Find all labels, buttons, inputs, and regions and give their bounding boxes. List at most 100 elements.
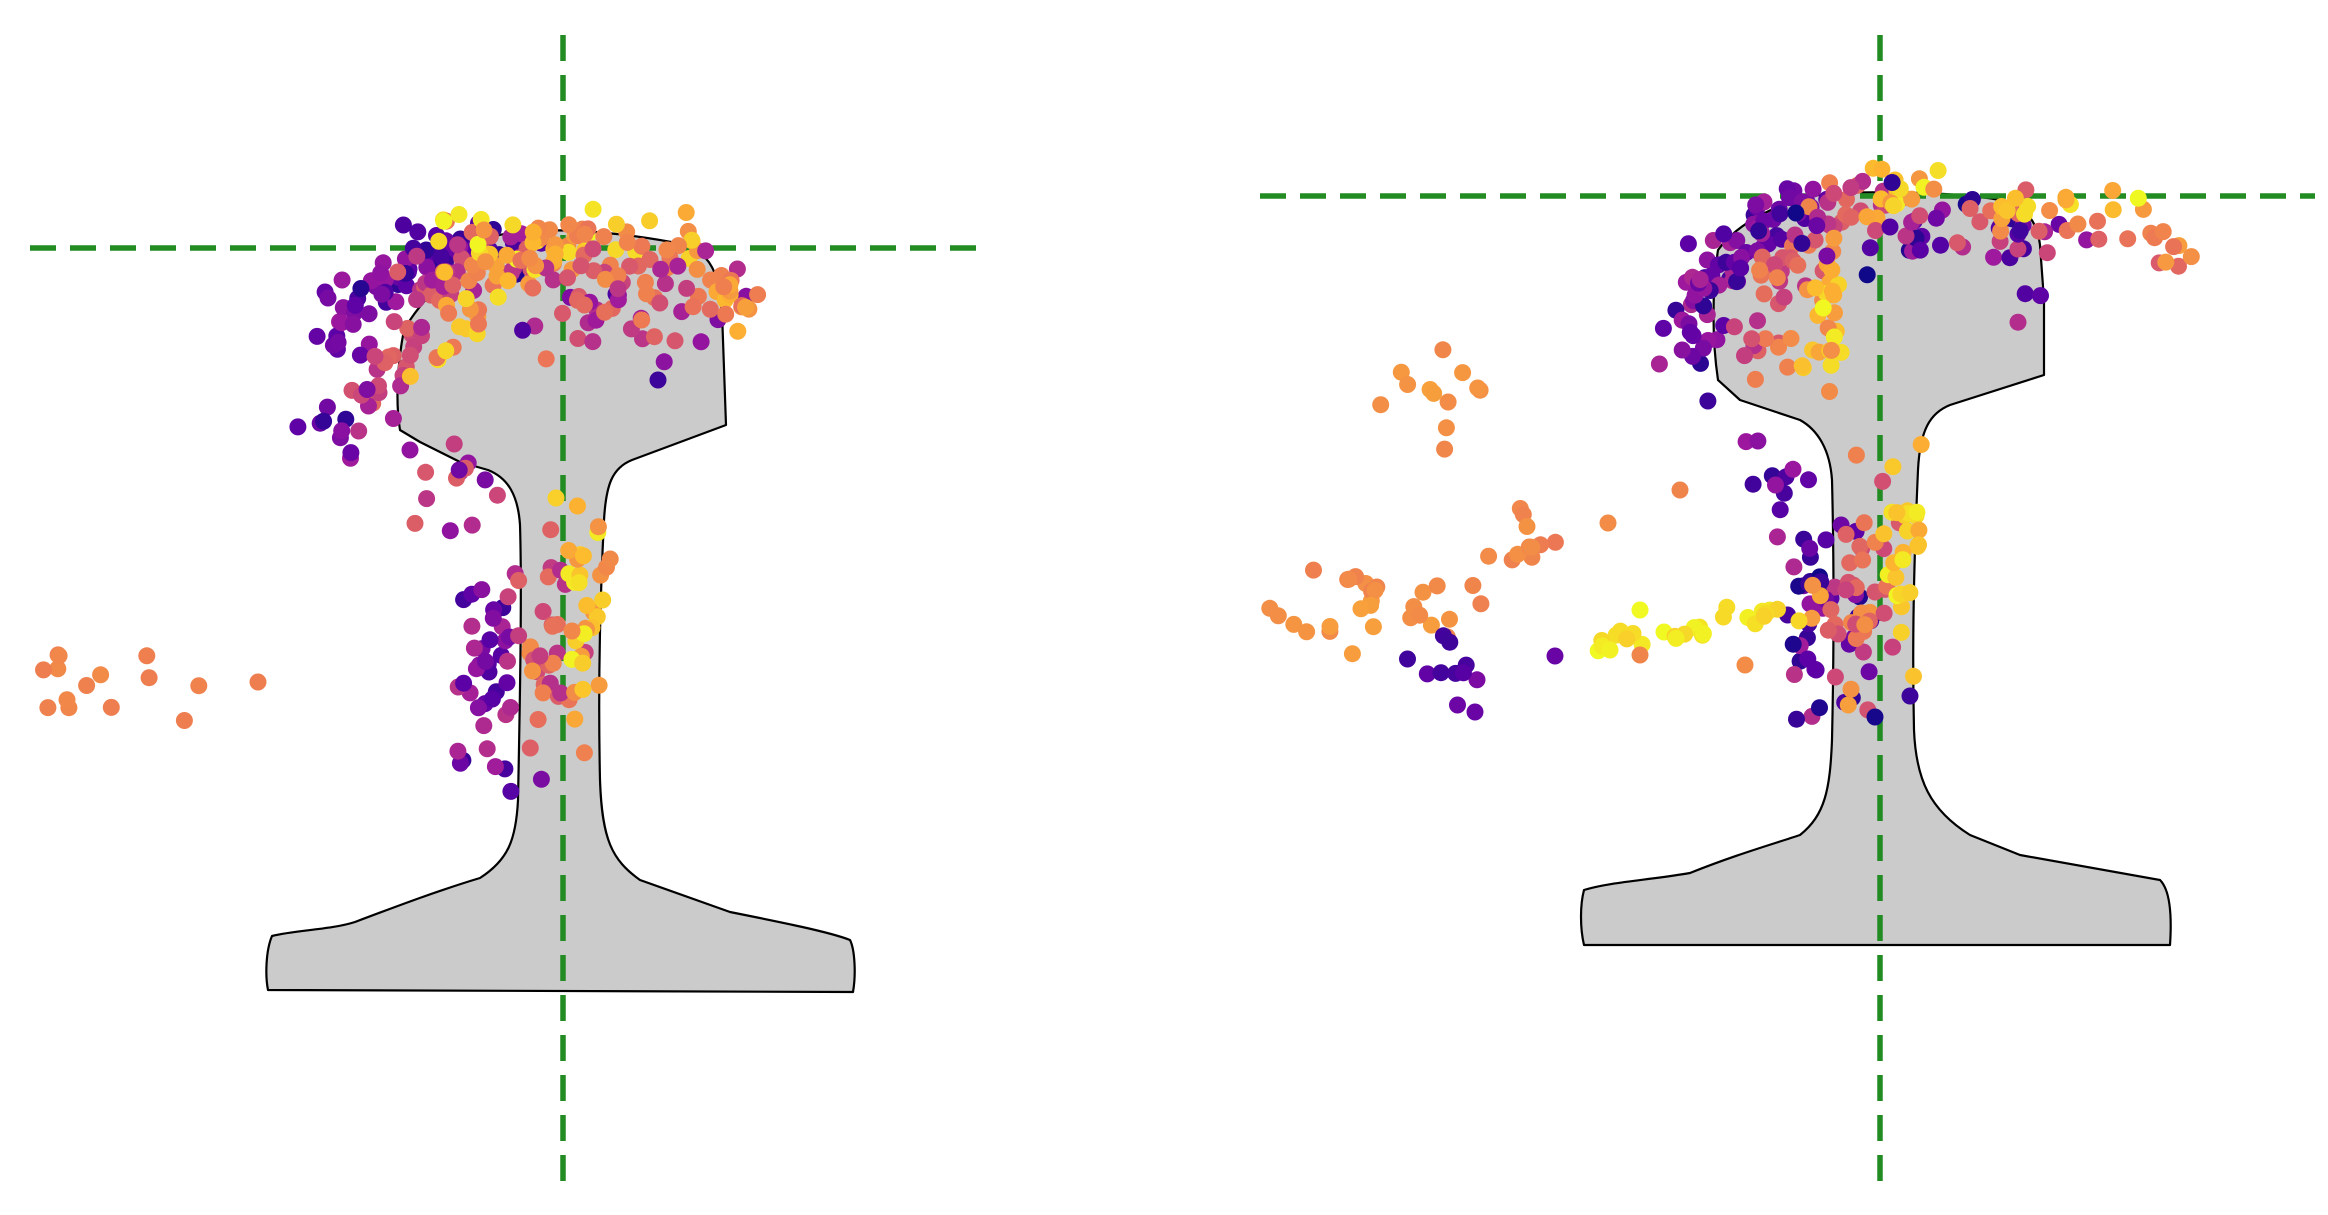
- scatter-point: [1825, 184, 1843, 202]
- scatter-point: [289, 418, 307, 436]
- scatter-point: [1884, 458, 1902, 476]
- scatter-point: [1285, 615, 1303, 633]
- scatter-point: [1766, 256, 1783, 274]
- scatter-point: [1856, 616, 1874, 634]
- scatter-point: [469, 699, 487, 717]
- scatter-point: [1449, 696, 1466, 714]
- scatter-point: [715, 278, 733, 296]
- scatter-point: [1757, 330, 1774, 348]
- scatter-point: [1436, 440, 1454, 458]
- scatter-point: [344, 315, 362, 333]
- scatter-point: [1866, 708, 1884, 726]
- scatter-point: [35, 661, 52, 679]
- scatter-point: [1971, 213, 1989, 231]
- scatter-point: [102, 698, 120, 716]
- scatter-point: [1654, 319, 1672, 337]
- scatter-point: [436, 263, 454, 281]
- scatter-point: [350, 422, 368, 440]
- scatter-point: [1901, 584, 1919, 602]
- scatter-point: [655, 353, 673, 371]
- scatter-point: [1822, 341, 1840, 359]
- scatter-point: [1399, 650, 1416, 668]
- scatter-point: [678, 279, 696, 297]
- scatter-point: [1469, 379, 1487, 397]
- scatter-point: [308, 327, 326, 345]
- scatter-point: [1321, 618, 1339, 635]
- scatter-point: [1749, 432, 1767, 450]
- scatter-point: [1992, 222, 2010, 240]
- scatter-point: [333, 271, 351, 289]
- scatter-point: [1884, 638, 1902, 656]
- scatter-point: [1298, 623, 1316, 641]
- scatter-point: [384, 410, 402, 427]
- scatter-point: [633, 237, 651, 255]
- scatter-point: [401, 346, 419, 364]
- scatter-point: [406, 514, 424, 532]
- scatter-point: [389, 263, 407, 281]
- scatter-point: [1743, 330, 1761, 348]
- scatter-point: [1441, 633, 1459, 651]
- scatter-point: [1751, 261, 1769, 279]
- scatter-point: [585, 262, 603, 280]
- scatter-point: [249, 673, 267, 691]
- scatter-point: [1860, 663, 1878, 681]
- scatter-point: [175, 712, 193, 729]
- scatter-point: [441, 522, 459, 540]
- scatter-point: [1736, 347, 1753, 365]
- scatter-point: [1847, 630, 1865, 647]
- scatter-point: [408, 247, 426, 265]
- scatter-point: [697, 242, 715, 260]
- scatter-point: [318, 398, 336, 416]
- scatter-point: [552, 684, 570, 702]
- scatter-point: [1825, 328, 1843, 346]
- scatter-point: [1746, 370, 1764, 388]
- scatter-point: [450, 206, 468, 223]
- scatter-point: [2038, 244, 2056, 262]
- scatter-point: [401, 441, 419, 459]
- scatter-point: [1472, 595, 1490, 613]
- scatter-point: [749, 286, 767, 304]
- scatter-point: [1910, 521, 1928, 539]
- scatter-point: [502, 782, 520, 800]
- scatter-point: [385, 313, 403, 331]
- scatter-point: [476, 471, 494, 489]
- scatter-point: [1691, 271, 1709, 288]
- scatter-point: [1823, 282, 1841, 300]
- scatter-point: [1825, 229, 1843, 247]
- scatter-point: [584, 200, 602, 218]
- scatter-point: [432, 248, 450, 265]
- scatter-point: [444, 276, 462, 294]
- scatter-point: [569, 497, 586, 515]
- scatter-point: [2104, 201, 2122, 219]
- scatter-point: [633, 311, 651, 329]
- scatter-point: [576, 225, 594, 243]
- scatter-point: [430, 232, 448, 250]
- scatter-point: [50, 647, 68, 665]
- scatter-point: [1873, 160, 1891, 178]
- scatter-point: [465, 639, 483, 657]
- scatter-point: [1823, 261, 1841, 279]
- scatter-point: [1744, 475, 1762, 493]
- scatter-point: [688, 260, 706, 278]
- scatter-point: [2006, 189, 2024, 207]
- scatter-point: [1768, 269, 1786, 287]
- scatter-point: [1728, 273, 1746, 291]
- scatter-point: [78, 677, 96, 694]
- scatter-point: [559, 269, 576, 287]
- scatter-point: [1755, 285, 1773, 303]
- scatter-point: [2032, 287, 2049, 305]
- scatter-point: [584, 333, 602, 351]
- scatter-point: [1618, 630, 1636, 648]
- scatter-point: [1808, 217, 1826, 235]
- scatter-point: [475, 221, 493, 239]
- scatter-point: [652, 260, 670, 278]
- scatter-point: [351, 346, 369, 364]
- scatter-point: [1929, 162, 1947, 179]
- scatter-point: [1667, 629, 1685, 647]
- scatter-point: [39, 699, 57, 717]
- scatter-point: [1817, 531, 1835, 549]
- scatter-point: [1867, 222, 1884, 239]
- scatter-point: [1861, 239, 1879, 257]
- scatter-point: [450, 461, 468, 479]
- scatter-point: [1897, 227, 1915, 245]
